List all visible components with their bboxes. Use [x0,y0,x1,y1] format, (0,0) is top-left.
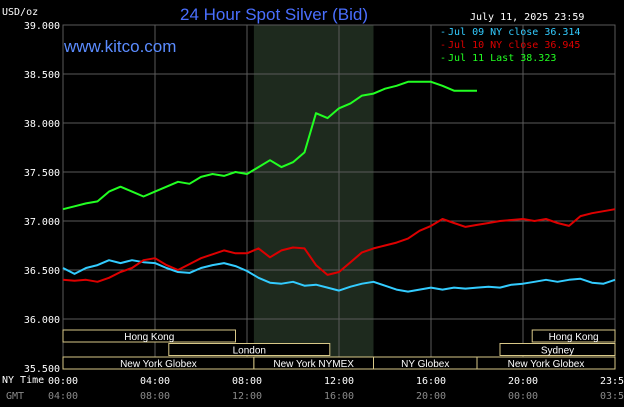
legend-marker-jul09: - [440,27,446,38]
legend-jul09: Jul 09 NY close 36.314 [448,27,580,38]
chart-title: 24 Hour Spot Silver (Bid) [180,5,368,24]
legend: - Jul 09 NY close 36.314 - Jul 10 NY clo… [440,27,580,64]
legend-marker-jul10: - [440,40,446,51]
legend-jul10: Jul 10 NY close 36.945 [448,40,580,51]
gmt-tick-label: 20:00 [416,391,446,402]
session-label: New York NYMEX [273,359,354,370]
session-label: Sydney [541,346,574,357]
x-tick-label: 08:00 [232,376,262,387]
chart-date: July 11, 2025 23:59 [470,12,584,23]
session-label: NY Globex [401,359,449,370]
gmt-tick-label: 00:00 [508,391,538,402]
legend-marker-jul11: - [440,53,446,64]
x-tick-label: 04:00 [140,376,170,387]
session-box [531,329,616,343]
y-tick-label: 39.000 [24,21,60,32]
ny-time-label: NY Time [2,375,44,386]
y-tick-label: 37.000 [24,217,60,228]
session-box [499,343,616,356]
y-tick-label: 36.000 [24,315,60,326]
y-tick-label: 38.000 [24,119,60,130]
series-line-jul-10 [62,208,616,283]
session-label: London [233,346,266,357]
legend-jul11: Jul 11 Last 38.323 [448,53,556,64]
series-line-jul-09 [62,259,616,293]
y-tick-label: 36.500 [24,266,60,277]
gmt-tick-label: 12:00 [232,391,262,402]
session-label: New York Globex [120,359,197,370]
x-tick-label: 23:59 [600,376,624,387]
gmt-tick-label: 03:59 [600,391,624,402]
session-label: New York Globex [508,359,585,370]
market-hours-band [253,25,374,368]
gmt-tick-label: 04:00 [48,391,78,402]
y-tick-label: 37.500 [24,168,60,179]
session-box [168,343,331,356]
session-box [476,356,616,370]
gmt-tick-label: 16:00 [324,391,354,402]
session-label: Hong Kong [124,332,174,343]
y-tick-label: 35.500 [24,364,60,375]
x-tick-label: 12:00 [324,376,354,387]
gmt-tick-label: 08:00 [140,391,170,402]
x-tick-label: 00:00 [48,376,78,387]
series-line-jul-11 [62,80,477,211]
y-tick-label: 38.500 [24,70,60,81]
y-axis-unit: USD/oz [2,7,38,18]
session-box [62,329,236,343]
session-label: Hong Kong [549,332,599,343]
x-tick-label: 16:00 [416,376,446,387]
x-tick-label: 20:00 [508,376,538,387]
gmt-label: GMT [6,391,24,402]
brand-watermark: www.kitco.com [63,37,176,56]
